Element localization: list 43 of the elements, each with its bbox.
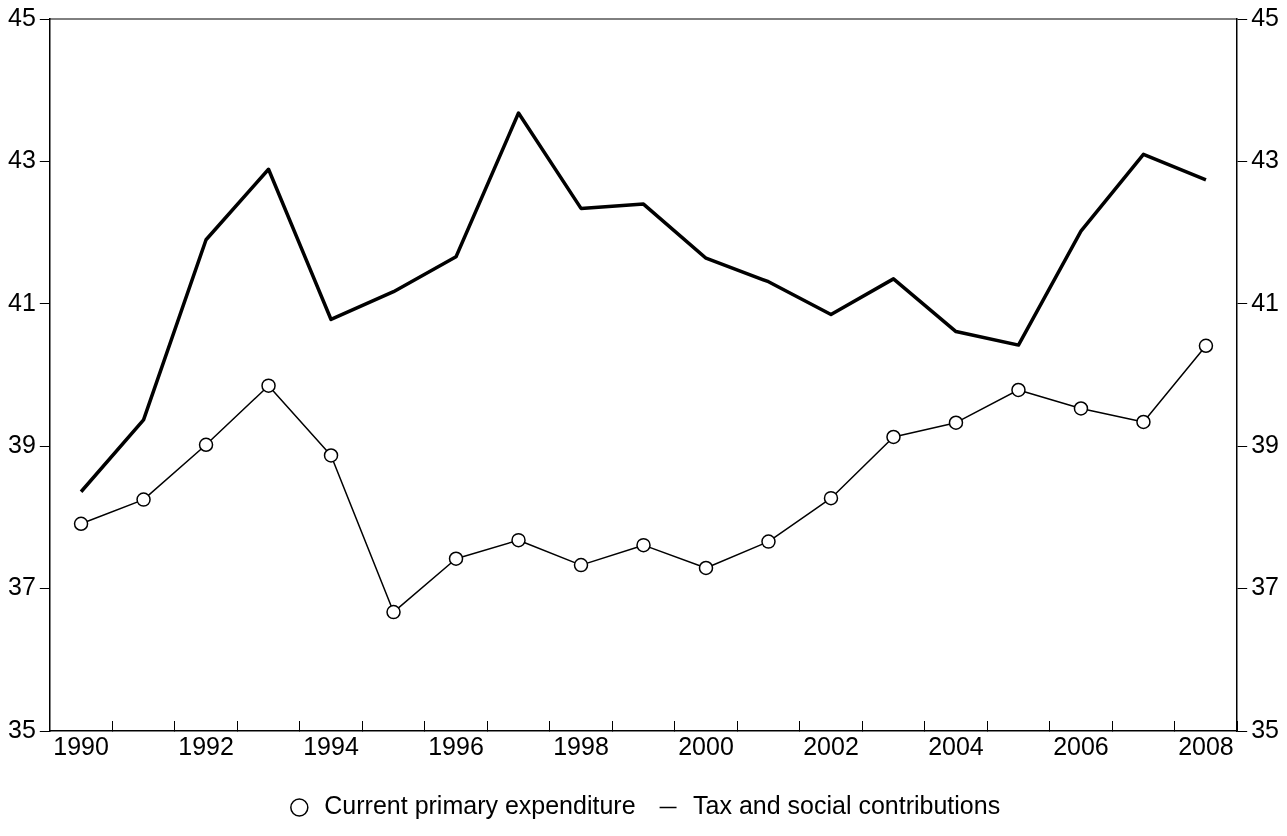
point bbox=[511, 532, 526, 548]
y2-tick-label: 35 bbox=[1251, 714, 1279, 743]
point bbox=[323, 448, 339, 463]
point bbox=[198, 437, 214, 453]
point bbox=[761, 534, 776, 549]
x-tick-label: 2006 bbox=[1053, 731, 1109, 760]
point bbox=[261, 378, 276, 393]
x-tick-label: 2004 bbox=[928, 731, 984, 760]
point bbox=[948, 415, 964, 430]
y2-tick-label: 39 bbox=[1251, 430, 1279, 459]
x-tick-label: 1994 bbox=[303, 731, 359, 760]
y-tick-label: 43 bbox=[8, 145, 36, 174]
point bbox=[73, 516, 89, 532]
legend-label: Tax and social contributions bbox=[693, 791, 1001, 820]
point bbox=[1136, 414, 1151, 430]
x-tick-label: 1990 bbox=[53, 731, 109, 760]
y-tick-label: 37 bbox=[8, 572, 36, 601]
x-tick-label: 2008 bbox=[1178, 731, 1234, 760]
point bbox=[698, 560, 714, 576]
y2-tick-label: 37 bbox=[1251, 572, 1279, 601]
point bbox=[886, 429, 901, 445]
y2-tick-label: 45 bbox=[1251, 2, 1279, 31]
x-tick-label: 1998 bbox=[553, 731, 609, 760]
x-tick-label: 2002 bbox=[803, 731, 859, 760]
point bbox=[636, 537, 651, 553]
y2-tick-label: 43 bbox=[1251, 145, 1279, 174]
y-tick-label: 35 bbox=[8, 714, 36, 743]
point bbox=[448, 551, 464, 566]
x-tick-label: 1992 bbox=[178, 731, 234, 760]
point bbox=[1198, 338, 1214, 354]
y-tick-label: 41 bbox=[8, 287, 36, 316]
point bbox=[1073, 401, 1089, 416]
x-tick-label: 1996 bbox=[428, 731, 484, 760]
point bbox=[136, 492, 151, 507]
point bbox=[573, 557, 589, 573]
point bbox=[823, 490, 839, 506]
legend-label: Current primary expenditure bbox=[324, 791, 636, 820]
point bbox=[386, 604, 401, 620]
y-tick-label: 45 bbox=[8, 2, 36, 31]
x-tick-label: 2000 bbox=[678, 731, 734, 760]
y-tick-label: 39 bbox=[8, 430, 36, 459]
y2-tick-label: 41 bbox=[1251, 287, 1279, 316]
point bbox=[1011, 382, 1026, 398]
